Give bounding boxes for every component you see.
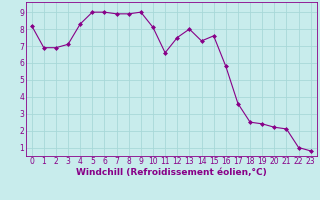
X-axis label: Windchill (Refroidissement éolien,°C): Windchill (Refroidissement éolien,°C) bbox=[76, 168, 267, 177]
